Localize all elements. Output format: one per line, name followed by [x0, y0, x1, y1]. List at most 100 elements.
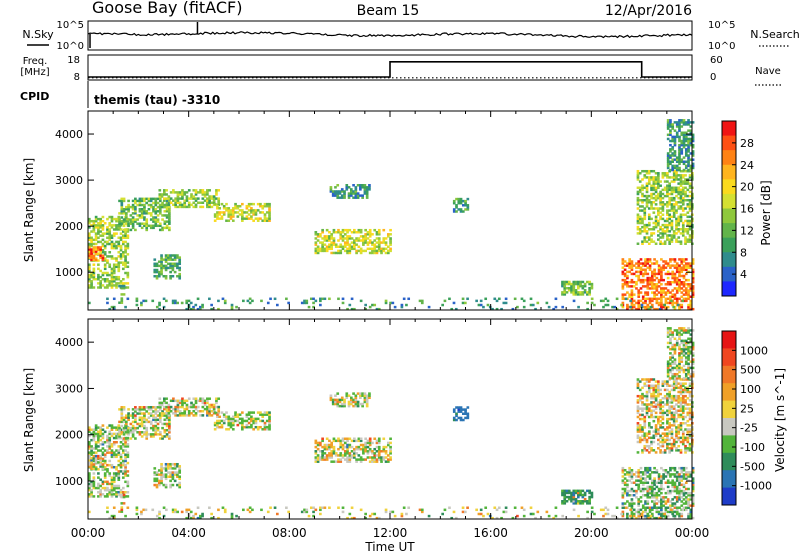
power-cell: [623, 283, 627, 286]
power-cell: [158, 199, 162, 203]
power-cell: [112, 284, 116, 287]
power-cell: [678, 166, 681, 170]
power-cell: [670, 240, 674, 243]
power-cell: [216, 207, 219, 210]
power-cell: [110, 217, 114, 221]
velocity-cell: [650, 483, 654, 487]
velocity-cell: [339, 445, 343, 449]
velocity-cell: [664, 516, 668, 520]
velocity-cell: [641, 487, 645, 491]
power-cell: [366, 243, 370, 246]
velocity-cell: [626, 516, 629, 520]
velocity-cell: [643, 384, 647, 387]
power-cell: [647, 217, 651, 221]
power-cell: [666, 184, 669, 187]
power-cell: [103, 251, 107, 254]
power-cell: [124, 282, 127, 285]
velocity-cell: [348, 460, 352, 463]
power-cell: [110, 275, 114, 279]
power-cell: [165, 224, 169, 228]
velocity-cell: [678, 477, 681, 480]
power-cell: [229, 217, 233, 220]
velocity-cell: [117, 453, 121, 456]
velocity-cell: [112, 488, 116, 492]
power-cell: [682, 264, 686, 267]
power-cell: [637, 305, 641, 309]
power-cell: [328, 245, 331, 248]
power-cell: [168, 212, 171, 215]
power-cell: [336, 192, 340, 195]
power-cell: [201, 305, 204, 309]
power-cell: [365, 196, 369, 199]
power-cell: [129, 218, 133, 221]
power-cell: [624, 297, 628, 301]
power-cell: [574, 291, 578, 294]
power-cell: [657, 172, 660, 175]
power-cell: [154, 220, 158, 223]
power-cell: [329, 186, 333, 189]
power-cell: [112, 307, 116, 311]
velocity-cell: [250, 411, 253, 414]
velocity-cell: [670, 399, 674, 402]
power-cell: [88, 284, 91, 287]
velocity-cell: [653, 466, 656, 470]
power-cell: [641, 230, 644, 233]
power-cell: [679, 176, 683, 179]
colorbar-tick-label: 8: [740, 246, 747, 259]
power-cell: [88, 250, 91, 253]
power-cell: [684, 289, 688, 292]
velocity-cell: [661, 422, 665, 425]
velocity-cell: [654, 430, 658, 433]
power-cell: [194, 303, 198, 307]
power-cell: [646, 260, 650, 263]
velocity-cell: [163, 428, 167, 432]
velocity-cell: [92, 480, 96, 484]
power-cell: [457, 199, 461, 203]
velocity-cell: [679, 401, 683, 404]
power-cell: [119, 224, 123, 227]
velocity-cell: [122, 408, 126, 411]
power-cell: [657, 272, 661, 276]
power-cell: [256, 219, 260, 222]
velocity-cell: [384, 445, 388, 449]
velocity-cell: [368, 447, 372, 451]
velocity-cell: [654, 415, 658, 419]
power-cell: [680, 303, 684, 307]
power-cell: [680, 291, 684, 294]
power-cell: [90, 219, 93, 223]
velocity-cell: [464, 410, 467, 413]
power-cell: [654, 188, 658, 192]
power-cell: [586, 291, 589, 294]
power-cell: [121, 255, 125, 258]
power-cell: [669, 129, 672, 132]
velocity-cell: [663, 434, 667, 437]
power-cell: [645, 190, 649, 194]
power-cell: [171, 268, 175, 272]
power-cell: [162, 199, 166, 202]
velocity-cell: [126, 451, 130, 454]
power-cell: [645, 230, 649, 233]
power-cell: [691, 295, 695, 298]
power-cell: [682, 146, 686, 149]
power-cell: [684, 266, 688, 269]
velocity-cell: [354, 398, 358, 402]
power-cell: [321, 230, 324, 234]
power-cell: [643, 169, 647, 173]
power-cell: [654, 186, 658, 190]
velocity-cell: [97, 432, 100, 436]
power-cell: [138, 203, 142, 207]
power-cell: [223, 301, 227, 305]
power-cell: [677, 230, 681, 233]
velocity-cell: [684, 487, 688, 491]
power-cell: [678, 150, 681, 153]
power-cell: [561, 293, 564, 296]
power-cell: [149, 203, 153, 207]
velocity-cell: [152, 410, 155, 413]
velocity-cell: [92, 476, 96, 479]
velocity-cell: [88, 486, 91, 490]
power-cell: [359, 235, 363, 238]
power-cell: [684, 150, 688, 153]
power-cell: [221, 297, 225, 301]
power-cell: [99, 282, 102, 285]
power-cell: [677, 223, 681, 227]
